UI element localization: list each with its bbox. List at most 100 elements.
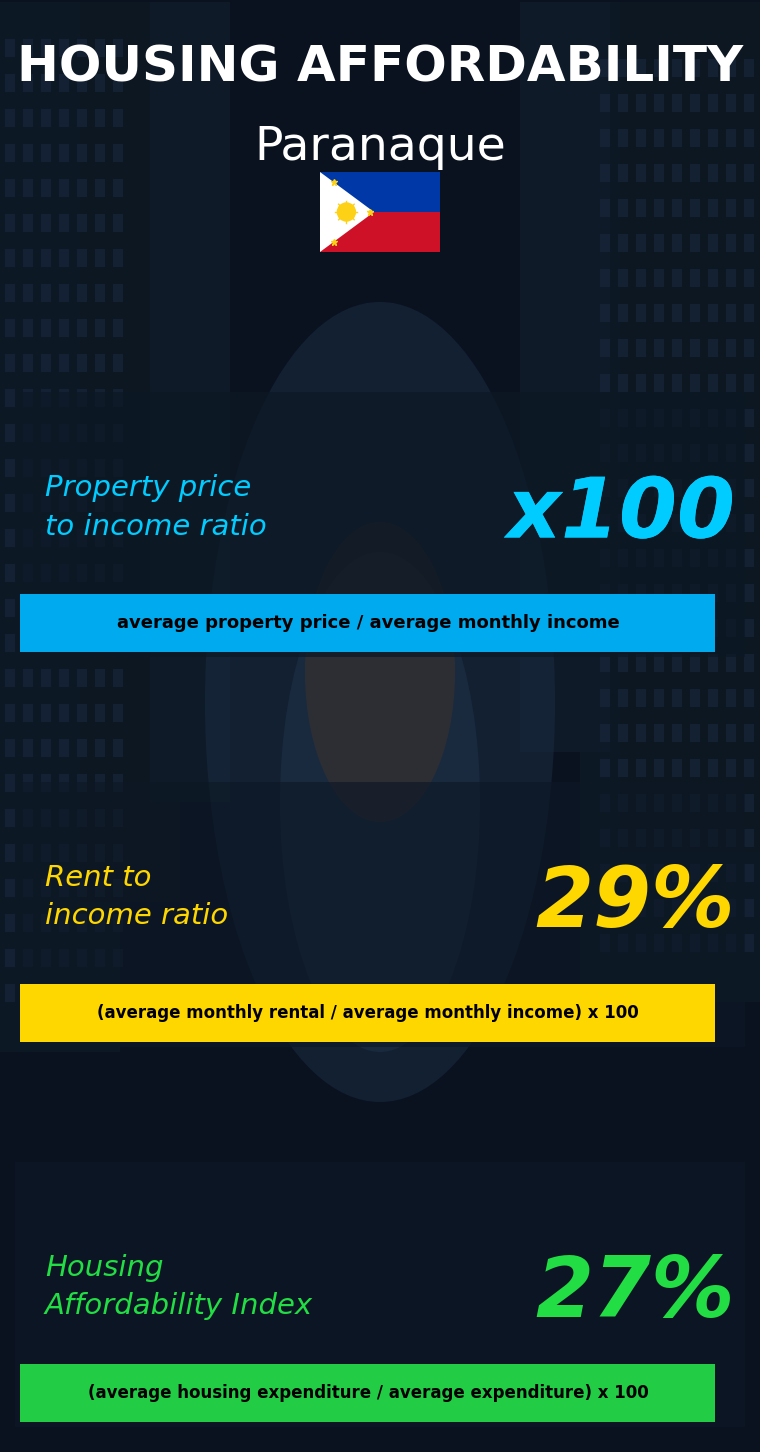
Bar <box>113 635 123 652</box>
Bar <box>59 669 69 687</box>
Bar <box>95 635 105 652</box>
Bar <box>77 809 87 828</box>
Bar <box>113 844 123 862</box>
Bar <box>708 129 718 147</box>
Bar <box>95 809 105 828</box>
Bar <box>636 444 646 462</box>
Bar <box>580 1 760 1002</box>
Bar <box>5 739 15 756</box>
Bar <box>690 199 700 216</box>
Bar <box>618 653 628 672</box>
Bar <box>744 725 754 742</box>
Bar <box>636 164 646 182</box>
Bar <box>77 179 87 197</box>
Bar <box>113 285 123 302</box>
Bar <box>744 269 754 287</box>
Bar <box>636 934 646 953</box>
Bar <box>77 285 87 302</box>
Bar <box>59 984 69 1002</box>
Bar <box>726 303 736 322</box>
Bar <box>5 179 15 197</box>
Bar <box>618 759 628 777</box>
Text: Housing
Affordability Index: Housing Affordability Index <box>45 1253 313 1320</box>
Bar <box>620 1 760 852</box>
Bar <box>726 94 736 112</box>
Bar <box>95 704 105 722</box>
Bar <box>744 514 754 531</box>
Bar <box>726 934 736 953</box>
Bar <box>77 704 87 722</box>
Bar <box>41 179 51 197</box>
Bar <box>77 600 87 617</box>
Bar <box>77 109 87 126</box>
Bar <box>5 74 15 91</box>
Bar <box>320 212 440 253</box>
Bar <box>59 109 69 126</box>
Bar <box>95 563 105 582</box>
Bar <box>726 549 736 566</box>
Bar <box>708 829 718 847</box>
Bar <box>744 199 754 216</box>
Text: Property price
to income ratio: Property price to income ratio <box>45 473 267 540</box>
Bar <box>23 844 33 862</box>
Bar <box>744 653 754 672</box>
Bar <box>0 1 120 1053</box>
Bar <box>600 479 610 497</box>
Bar <box>41 878 51 897</box>
Text: x100: x100 <box>507 473 735 555</box>
Bar <box>600 934 610 953</box>
Bar <box>672 269 682 287</box>
Bar <box>690 129 700 147</box>
Bar <box>708 690 718 707</box>
Bar <box>690 619 700 637</box>
Bar <box>672 725 682 742</box>
Bar <box>5 529 15 547</box>
Bar <box>654 690 664 707</box>
Bar <box>320 171 440 212</box>
Bar <box>672 584 682 603</box>
Bar <box>5 563 15 582</box>
Bar <box>5 248 15 267</box>
Bar <box>744 619 754 637</box>
Bar <box>690 794 700 812</box>
Bar <box>41 984 51 1002</box>
Bar <box>59 809 69 828</box>
Bar <box>672 899 682 918</box>
Bar <box>113 144 123 163</box>
Bar <box>618 479 628 497</box>
Bar <box>726 514 736 531</box>
Bar <box>690 864 700 881</box>
Bar <box>77 459 87 478</box>
Bar <box>690 584 700 603</box>
Bar <box>654 549 664 566</box>
Bar <box>77 984 87 1002</box>
Bar <box>113 74 123 91</box>
Bar <box>41 248 51 267</box>
Bar <box>5 600 15 617</box>
Bar <box>636 725 646 742</box>
Bar <box>41 635 51 652</box>
Bar <box>5 704 15 722</box>
Bar <box>600 584 610 603</box>
Bar <box>744 549 754 566</box>
Bar <box>23 109 33 126</box>
Bar <box>77 669 87 687</box>
Bar <box>600 94 610 112</box>
Bar <box>59 248 69 267</box>
Bar <box>744 129 754 147</box>
Bar <box>41 319 51 337</box>
Bar <box>600 514 610 531</box>
Bar <box>708 514 718 531</box>
Bar <box>23 424 33 441</box>
Bar <box>77 844 87 862</box>
Bar <box>23 319 33 337</box>
Bar <box>636 303 646 322</box>
Bar <box>654 794 664 812</box>
Bar <box>744 375 754 392</box>
Bar <box>672 199 682 216</box>
Bar <box>672 549 682 566</box>
Bar <box>77 424 87 441</box>
Bar <box>59 529 69 547</box>
Bar <box>672 409 682 427</box>
Bar <box>636 864 646 881</box>
